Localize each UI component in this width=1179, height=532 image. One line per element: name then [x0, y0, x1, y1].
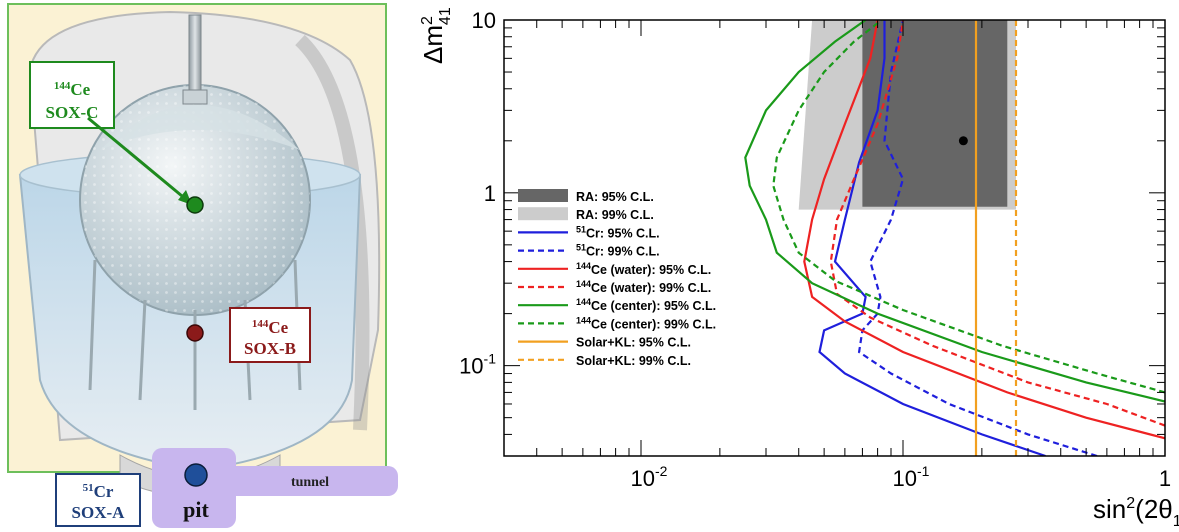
- x-tick-label: 10-1: [893, 463, 930, 491]
- legend-label: 144Ce (center): 95% C.L.: [576, 297, 716, 313]
- legend-entry-ra-95-c-l: RA: 95% C.L.: [518, 189, 654, 204]
- legend-entry-144-ce-center-95-c-l: 144Ce (center): 95% C.L.: [518, 297, 716, 313]
- x-tick-label: 10-2: [631, 463, 668, 491]
- chimney: [188, 14, 202, 96]
- best-fit-point: [958, 136, 968, 146]
- curve-144-ce-center-99-c-l: [772, 20, 1165, 394]
- sox-c-marker: [186, 196, 204, 214]
- legend-entry-ra-99-c-l: RA: 99% C.L.: [518, 207, 654, 222]
- sox-a-marker: [184, 463, 208, 487]
- sensitivity-plot: 10-2 10-1 1 10-1 1 10 RA: 95% C.L. RA: 99% C.L…: [418, 7, 1179, 530]
- plot-frame: [503, 19, 1166, 457]
- sox-b-label: SOX-B: [244, 339, 296, 358]
- sox-b-callout: 144Ce SOX-B: [229, 307, 311, 363]
- curve-51-cr-95-c-l: [818, 20, 1046, 456]
- x-axis-label: sin2(2θ14): [1093, 494, 1179, 530]
- sox-c-callout: 144Ce SOX-C: [29, 61, 192, 205]
- svg-text:51Cr: 51Cr: [83, 482, 114, 501]
- legend-label: 144Ce (water): 99% C.L.: [576, 279, 711, 295]
- sox-b-isotope: Ce: [268, 318, 288, 337]
- pit: [152, 448, 236, 528]
- legend-label: 51Cr: 99% C.L.: [576, 243, 660, 259]
- legend-label: 51Cr: 95% C.L.: [576, 224, 660, 240]
- legend-entry-solar-kl-95-c-l: Solar+KL: 95% C.L.: [518, 336, 691, 350]
- y-tick-label: 1: [484, 181, 496, 206]
- legend-label: RA: 95% C.L.: [576, 190, 654, 204]
- sox-c-isotope: Ce: [70, 80, 90, 99]
- chimney-base: [182, 89, 208, 105]
- y-tick-label: 10: [472, 8, 496, 33]
- y-tick-label: 10-1: [459, 351, 496, 379]
- legend-label: RA: 99% C.L.: [576, 208, 654, 222]
- curve-144-ce-center-95-c-l: [744, 20, 1165, 403]
- legend-entry-144-ce-water-95-c-l: 144Ce (water): 95% C.L.: [518, 261, 711, 277]
- tunnel-label: tunnel: [291, 475, 329, 490]
- legend-entry-solar-kl-99-c-l: Solar+KL: 99% C.L.: [518, 354, 691, 368]
- sox-c-mass: 144: [54, 80, 71, 92]
- legend-entry-144-ce-water-99-c-l: 144Ce (water): 99% C.L.: [518, 279, 711, 295]
- legend-label: Solar+KL: 99% C.L.: [576, 354, 691, 368]
- sphere-cutaway: [100, 105, 300, 150]
- legend-label: 144Ce (water): 95% C.L.: [576, 261, 711, 277]
- y-axis-label: Δm241: [418, 7, 454, 64]
- legend: RA: 95% C.L. RA: 99% C.L. 51Cr: 95% C.L. 51…: [518, 189, 716, 368]
- svg-text:144Ce: 144Ce: [252, 318, 289, 337]
- sox-a-callout: 51Cr SOX-A: [55, 473, 141, 527]
- sox-b-marker: [186, 324, 204, 342]
- tunnel: [220, 466, 398, 496]
- sox-a-mass: 51: [83, 482, 94, 494]
- sox-a-label: SOX-A: [72, 503, 126, 522]
- legend-swatch: [518, 189, 568, 202]
- sox-c-label: SOX-C: [46, 103, 99, 122]
- detector-illustration: 144Ce SOX-C 144Ce SOX-B tunnel pit 51Cr …: [7, 3, 398, 528]
- curve-144-ce-water-99-c-l: [829, 20, 1165, 427]
- legend-entry-144-ce-center-99-c-l: 144Ce (center): 99% C.L.: [518, 315, 716, 331]
- legend-entry-51-cr-95-c-l: 51Cr: 95% C.L.: [518, 224, 660, 240]
- sox-a-isotope: Cr: [94, 482, 114, 501]
- region-ra-95-c-l: [862, 20, 1008, 207]
- sox-b-mass: 144: [252, 318, 269, 330]
- x-tick-label: 1: [1159, 466, 1171, 491]
- legend-entry-51-cr-99-c-l: 51Cr: 99% C.L.: [518, 243, 660, 259]
- legend-label: 144Ce (center): 99% C.L.: [576, 315, 716, 331]
- legend-swatch: [518, 207, 568, 221]
- pit-label: pit: [183, 497, 209, 522]
- curve-51-cr-99-c-l: [857, 20, 1098, 456]
- legend-label: Solar+KL: 95% C.L.: [576, 336, 691, 350]
- svg-text:144Ce: 144Ce: [54, 80, 91, 99]
